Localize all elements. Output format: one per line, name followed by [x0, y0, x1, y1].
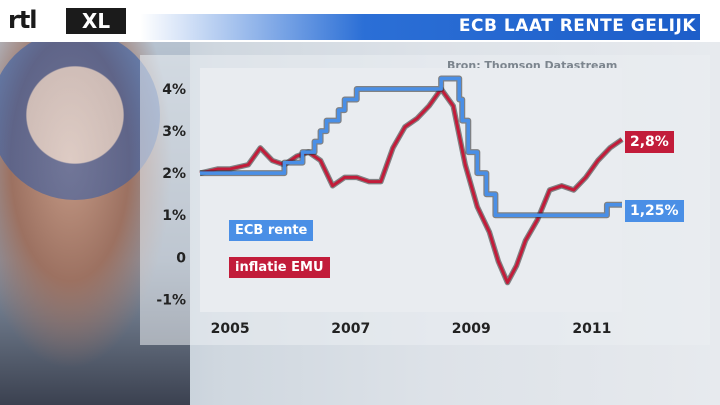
x-tick-label: 2005 [211, 321, 250, 337]
series-line-ecb [200, 76, 622, 217]
y-tick-label: 4% [162, 82, 186, 98]
y-tick-label: -1% [156, 292, 186, 308]
logo-rtl: rtl [8, 6, 38, 34]
x-tick-label: 2007 [331, 321, 370, 337]
channel-logo: rtl XL [8, 6, 126, 36]
legend-inflation: inflatie EMU [229, 257, 330, 278]
end-label-ecb: 1,25% [625, 200, 684, 222]
end-label-inflation: 2,8% [625, 131, 674, 153]
y-tick-label: 3% [162, 124, 186, 140]
x-tick-label: 2009 [452, 321, 491, 337]
y-tick-label: 1% [162, 208, 186, 224]
logo-xl: XL [66, 8, 126, 34]
chart-title: ECB LAAT RENTE GELIJK [458, 16, 696, 36]
y-tick-label: 2% [162, 166, 186, 182]
eu-emblem [0, 30, 160, 200]
y-tick-label: 0 [176, 250, 186, 266]
x-tick-label: 2011 [572, 321, 611, 337]
title-bar [140, 14, 700, 40]
legend-ecb: ECB rente [229, 220, 314, 241]
